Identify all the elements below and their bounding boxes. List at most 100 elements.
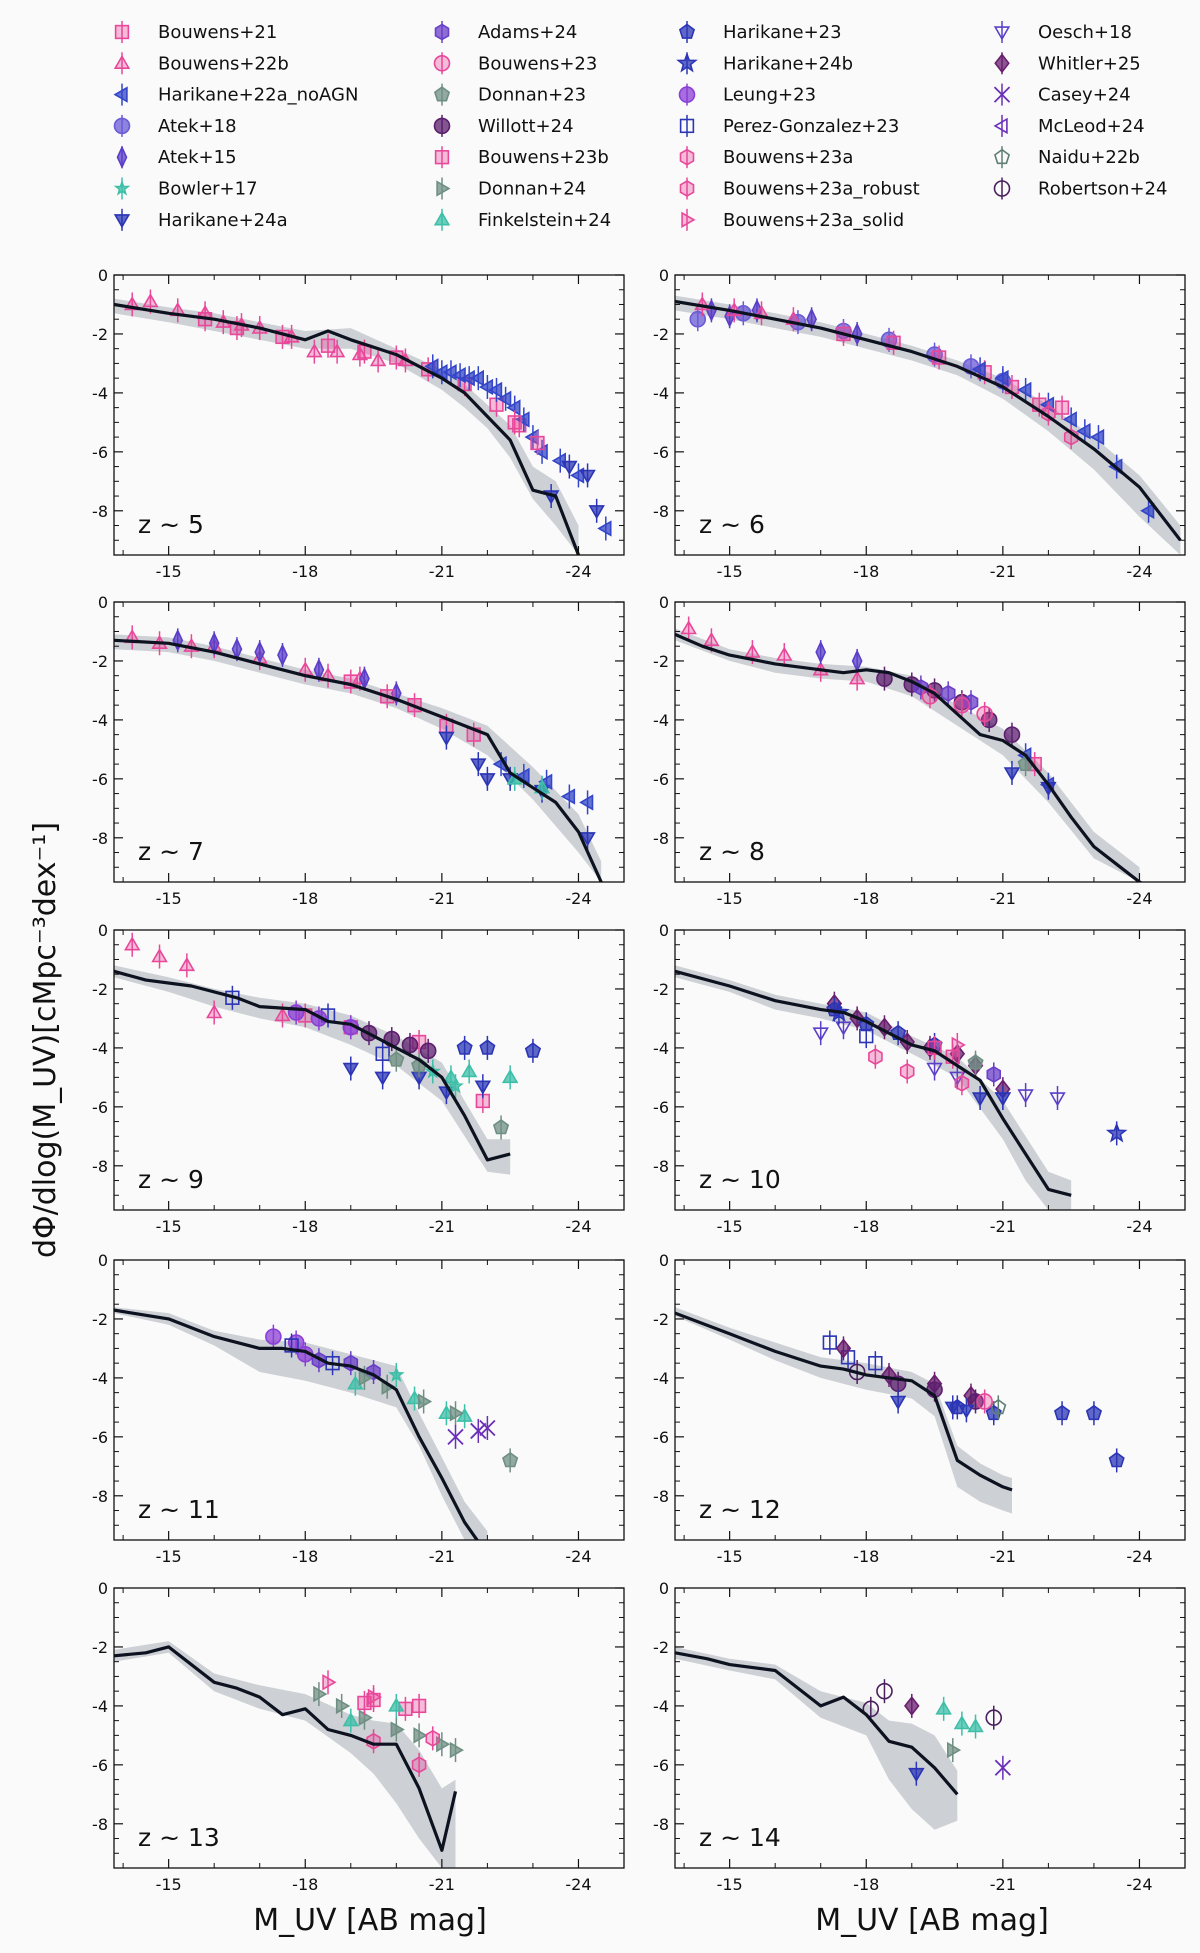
data-point: [1089, 425, 1105, 450]
legend-label: Bouwens+23a_solid: [723, 210, 904, 231]
legend-marker: [993, 146, 1011, 169]
legend-entry: Bouwens+21: [114, 21, 277, 43]
y-tick-label: 0: [98, 1579, 108, 1598]
model-line: [675, 969, 1072, 1197]
x-tick-label: -24: [1126, 562, 1152, 581]
data-point: [265, 1324, 282, 1349]
y-tick-label: 0: [659, 593, 669, 612]
legend-label: Leung+23: [723, 85, 816, 106]
data-point: [306, 339, 323, 364]
x-tick-label: -21: [429, 1547, 455, 1566]
y-tick-label: -6: [92, 1428, 108, 1447]
legend-marker: [679, 177, 695, 200]
y-tick-label: 0: [98, 1251, 108, 1270]
x-tick-label: -21: [990, 1875, 1016, 1894]
plot-frame: [674, 274, 1186, 556]
model-line: [114, 302, 581, 555]
legend-label: Casey+24: [1038, 85, 1131, 106]
legend-marker: [678, 21, 696, 43]
model-line: [114, 1645, 458, 1852]
model-line: [675, 1311, 1013, 1492]
data-point: [357, 1690, 372, 1715]
panel: 0 -2 -4 -6 -8 -15 -18 -21 -24 z ~ 13: [92, 1579, 625, 1894]
redshift-label: z ~ 7: [138, 837, 204, 866]
legend-entry: Naidu+22b: [993, 146, 1140, 169]
data-point: [470, 752, 487, 777]
plot-frame: [113, 929, 625, 1211]
data-point: [976, 1389, 993, 1414]
data-point: [904, 1693, 920, 1718]
panel: 0 -2 -4 -6 -8 -15 -18 -21 -24 z ~ 6: [653, 266, 1186, 581]
data-point: [926, 1056, 943, 1081]
plot-frame: [674, 1259, 1186, 1541]
y-tick-label: -8: [92, 1815, 108, 1834]
legend-entry: Leung+23: [678, 83, 816, 106]
data-point: [524, 1038, 542, 1063]
data-point: [449, 1401, 464, 1426]
y-tick-label: -2: [92, 1638, 108, 1657]
legend-entry: McLeod+24: [993, 114, 1145, 137]
data-point: [1053, 1401, 1071, 1426]
x-tick-label: -21: [429, 562, 455, 581]
plot-frame: [113, 1259, 625, 1541]
data-point: [178, 953, 196, 978]
y-tick-label: -6: [653, 1428, 669, 1447]
legend-entry: Bouwens+23: [433, 52, 597, 75]
x-tick-label: -24: [1126, 1547, 1152, 1566]
legend-marker: [993, 83, 1011, 106]
panel: 0 -2 -4 -6 -8 -15 -18 -21 -24 z ~ 11: [92, 1251, 625, 1566]
legend-label: Donnan+23: [478, 85, 586, 106]
legend-label: Bowler+17: [158, 179, 258, 200]
legend-entry: Bouwens+22b: [113, 52, 289, 75]
data-point: [963, 690, 979, 715]
x-tick-label: -21: [990, 1547, 1016, 1566]
legend-entry: Casey+24: [993, 83, 1131, 106]
legend-entry: Adams+24: [434, 21, 577, 43]
model-uncertainty-band: [114, 1641, 456, 1868]
x-tick-label: -18: [853, 889, 879, 908]
data-point: [313, 1682, 328, 1707]
data-point: [1140, 498, 1155, 523]
plot-frame: [674, 1587, 1186, 1869]
redshift-label: z ~ 14: [699, 1823, 781, 1852]
y-tick-label: -4: [653, 711, 669, 730]
model-line: [675, 299, 1182, 542]
plot-area: [675, 930, 1185, 1210]
data-point: [456, 1035, 473, 1060]
x-tick-label: -18: [853, 1547, 879, 1566]
data-point: [398, 1696, 413, 1721]
data-point: [597, 516, 612, 541]
y-tick-label: 0: [659, 266, 669, 285]
data-point: [967, 1714, 984, 1739]
data-point: [502, 1448, 519, 1473]
y-tick-label: -8: [92, 1157, 108, 1176]
data-point: [862, 1696, 880, 1721]
y-tick-label: -2: [92, 652, 108, 671]
data-point: [390, 1717, 405, 1742]
data-point: [776, 643, 793, 668]
data-point: [986, 1062, 1002, 1087]
x-tick-label: -18: [292, 1217, 318, 1236]
panel: 0 -2 -4 -6 -8 -15 -18 -21 -24 z ~ 12: [653, 1251, 1186, 1566]
legend-marker: [116, 145, 128, 169]
legend-entry: Atek+18: [113, 114, 237, 137]
y-tick-label: -6: [653, 770, 669, 789]
x-tick-label: -15: [156, 1547, 182, 1566]
legend-marker: [994, 52, 1010, 75]
y-tick-label: -6: [92, 770, 108, 789]
y-tick-label: -2: [653, 652, 669, 671]
data-point: [411, 1752, 427, 1777]
y-tick-label: -8: [653, 502, 669, 521]
legend-label: Bouwens+22b: [158, 53, 289, 74]
legend-label: Harikane+23: [723, 22, 842, 43]
y-tick-label: -2: [92, 1310, 108, 1329]
data-point: [369, 348, 387, 373]
x-tick-label: -18: [292, 562, 318, 581]
y-tick-label: 0: [98, 921, 108, 940]
legend-marker: [113, 114, 131, 137]
data-point: [859, 1024, 874, 1049]
y-tick-label: -2: [653, 980, 669, 999]
data-point: [994, 1086, 1012, 1110]
x-tick-label: -24: [1126, 1217, 1152, 1236]
legend-marker: [993, 21, 1011, 43]
